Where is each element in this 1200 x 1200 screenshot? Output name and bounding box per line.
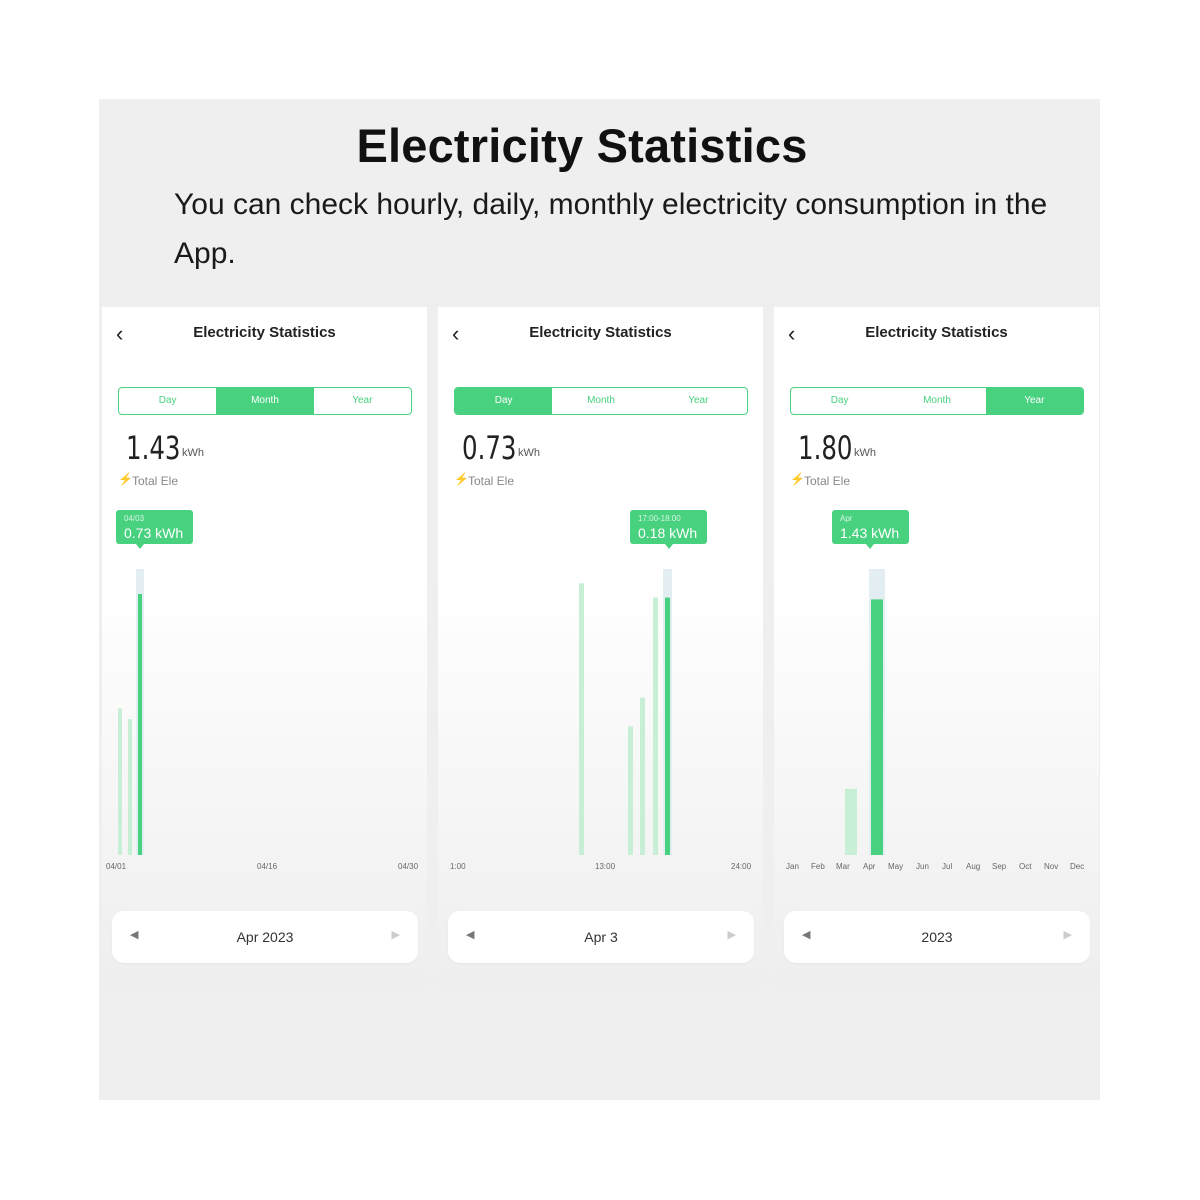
tooltip-pointer [136,544,144,549]
back-arrow-icon[interactable]: ‹ [116,321,124,346]
x-label-mid: 13:00 [595,862,616,871]
tab-day[interactable]: Day [158,395,177,406]
x-label-jan: Jan [786,862,799,871]
bolt-icon: ⚡ [454,472,469,486]
total-label: Total Ele [468,474,515,488]
bar-06-00-07-00[interactable] [579,583,584,855]
x-label-feb: Feb [811,862,825,871]
tab-year[interactable]: Year [352,395,373,406]
tooltip-label: Apr [840,514,853,523]
bar-04-03[interactable] [138,594,142,855]
next-period-icon[interactable]: ▶ [727,929,736,941]
x-label-end: 04/30 [398,862,419,871]
tab-month[interactable]: Month [587,395,615,406]
x-label-mar: Mar [836,862,850,871]
bar-04-02[interactable] [128,719,132,855]
bar-14-00-15-00[interactable] [628,726,633,855]
bar-mar[interactable] [845,788,857,855]
back-arrow-icon[interactable]: ‹ [452,321,460,346]
subline: You can check hourly, daily, monthly ele… [174,188,1048,270]
bar-15-00-16-00[interactable] [640,697,645,855]
bar-17-00-18-00[interactable] [665,597,670,855]
tab-day[interactable]: Day [830,395,849,406]
total-label: Total Ele [132,474,179,488]
tab-day[interactable]: Day [455,388,553,414]
period-tabs: Day Month Year [790,387,1084,415]
x-label-sep: Sep [992,862,1007,871]
period-tabs: Day Month Year [118,387,412,415]
phone-screen-day: ‹ Electricity Statistics Day Month Year … [438,307,763,987]
total-value: 1.43 [126,429,181,467]
total-unit: kWh [182,447,204,459]
total-label: Total Ele [804,474,851,488]
tooltip-pointer [665,544,673,549]
x-label-end: 24:00 [731,862,752,871]
x-label-may: May [888,862,904,871]
x-label-aug: Aug [966,862,981,871]
period-navigator: ◀ Apr 3 ▶ [448,911,754,963]
period-label: 2023 [921,929,953,945]
x-label-mid: 04/16 [257,862,278,871]
x-label-start: 04/01 [106,862,127,871]
chart-tooltip: 04/03 0.73 kWh [116,510,193,549]
tab-month[interactable]: Month [923,395,951,406]
screen-title: Electricity Statistics [529,324,672,341]
tooltip-value: 0.73 kWh [124,525,184,541]
screen-title: Electricity Statistics [865,324,1008,341]
bar-chart[interactable] [102,557,427,867]
period-label: Apr 3 [584,929,618,945]
bar-apr[interactable] [871,599,883,855]
x-label-jul: Jul [942,862,953,871]
prev-period-icon[interactable]: ◀ [466,929,475,941]
tooltip-value: 1.43 kWh [840,525,900,541]
x-label-oct: Oct [1019,862,1032,871]
period-tabs: Day Month Year [454,387,748,415]
bar-04-01[interactable] [118,708,122,855]
tab-year[interactable]: Year [985,388,1083,414]
period-label: Apr 2023 [236,929,294,945]
chart-tooltip: 17:00-18:00 0.18 kWh [630,510,707,549]
x-label-start: 1:00 [450,862,466,871]
phone-screen-month: ‹ Electricity Statistics Day Month Year … [102,307,427,987]
next-period-icon[interactable]: ▶ [1063,929,1072,941]
prev-period-icon[interactable]: ◀ [802,929,811,941]
tooltip-pointer [866,544,874,549]
total-unit: kWh [518,447,540,459]
tab-year[interactable]: Year [688,395,709,406]
total-value: 1.80 [798,429,853,467]
total-unit: kWh [854,447,876,459]
x-label-nov: Nov [1044,862,1059,871]
total-value: 0.73 [462,429,517,467]
next-period-icon[interactable]: ▶ [391,929,400,941]
x-label-jun: Jun [916,862,929,871]
screen-title: Electricity Statistics [193,324,336,341]
bar-chart[interactable] [774,557,1099,867]
tooltip-label: 17:00-18:00 [638,514,681,523]
chart-tooltip: Apr 1.43 kWh [832,510,909,549]
back-arrow-icon[interactable]: ‹ [788,321,796,346]
bar-chart[interactable] [438,557,763,867]
tooltip-label: 04/03 [124,514,145,523]
prev-period-icon[interactable]: ◀ [130,929,139,941]
x-label-dec: Dec [1070,862,1085,871]
bolt-icon: ⚡ [790,472,805,486]
phone-screen-year: ‹ Electricity Statistics Day Month Year … [774,307,1099,987]
headline: Electricity Statistics [356,119,808,172]
bar-16-00-17-00[interactable] [653,597,658,855]
tooltip-value: 0.18 kWh [638,525,698,541]
x-label-apr: Apr [863,862,876,871]
tab-month[interactable]: Month [216,388,314,414]
period-navigator: ◀ 2023 ▶ [784,911,1090,963]
bolt-icon: ⚡ [118,472,133,486]
period-navigator: ◀ Apr 2023 ▶ [112,911,418,963]
